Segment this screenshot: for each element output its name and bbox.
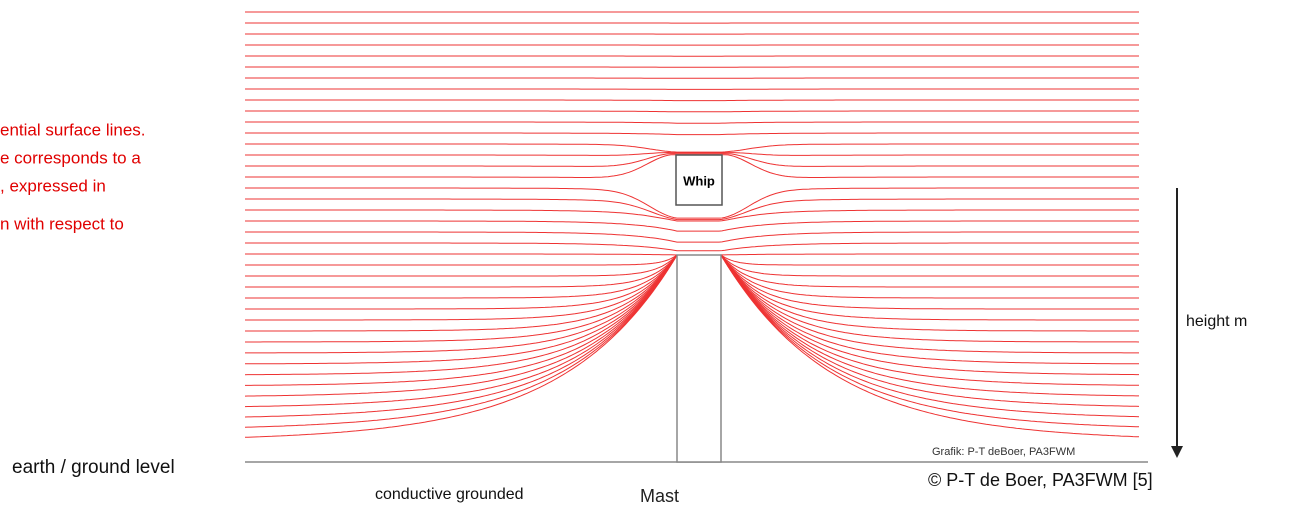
equipotential-line bbox=[245, 151, 1139, 156]
equipotential-line bbox=[245, 143, 1139, 153]
ground-label: earth / ground level bbox=[12, 457, 175, 478]
credit-small: Grafik: P-T deBoer, PA3FWM bbox=[932, 446, 1075, 458]
whip-label: Whip bbox=[683, 173, 715, 188]
arrow-head bbox=[1171, 446, 1183, 458]
annotation-line: e corresponds to a bbox=[0, 148, 141, 167]
equipotential-line bbox=[245, 153, 1139, 167]
equipotential-line bbox=[245, 209, 1139, 222]
annotation-line: , expressed in bbox=[0, 176, 106, 195]
equipotential-line bbox=[245, 110, 1139, 113]
equipotential-line bbox=[245, 121, 1139, 124]
equipotential-line bbox=[245, 99, 1139, 102]
equipotential-line bbox=[245, 220, 1139, 232]
credit: © P-T de Boer, PA3FWM [5] bbox=[928, 470, 1153, 490]
equipotential-line bbox=[245, 242, 1139, 252]
mast bbox=[676, 254, 722, 463]
whip bbox=[675, 154, 723, 206]
annotation-line: ential surface lines. bbox=[0, 120, 146, 139]
mast-label: Mast bbox=[640, 486, 679, 505]
equipotential-line bbox=[245, 231, 1139, 243]
mast-caption: conductive grounded bbox=[375, 486, 524, 503]
equipotential-line bbox=[245, 198, 1139, 221]
axis-label: height m bbox=[1186, 313, 1247, 330]
equipotential-line bbox=[245, 187, 1139, 219]
equipotential-line bbox=[245, 132, 1139, 136]
annotation-line: n with respect to bbox=[0, 214, 124, 233]
